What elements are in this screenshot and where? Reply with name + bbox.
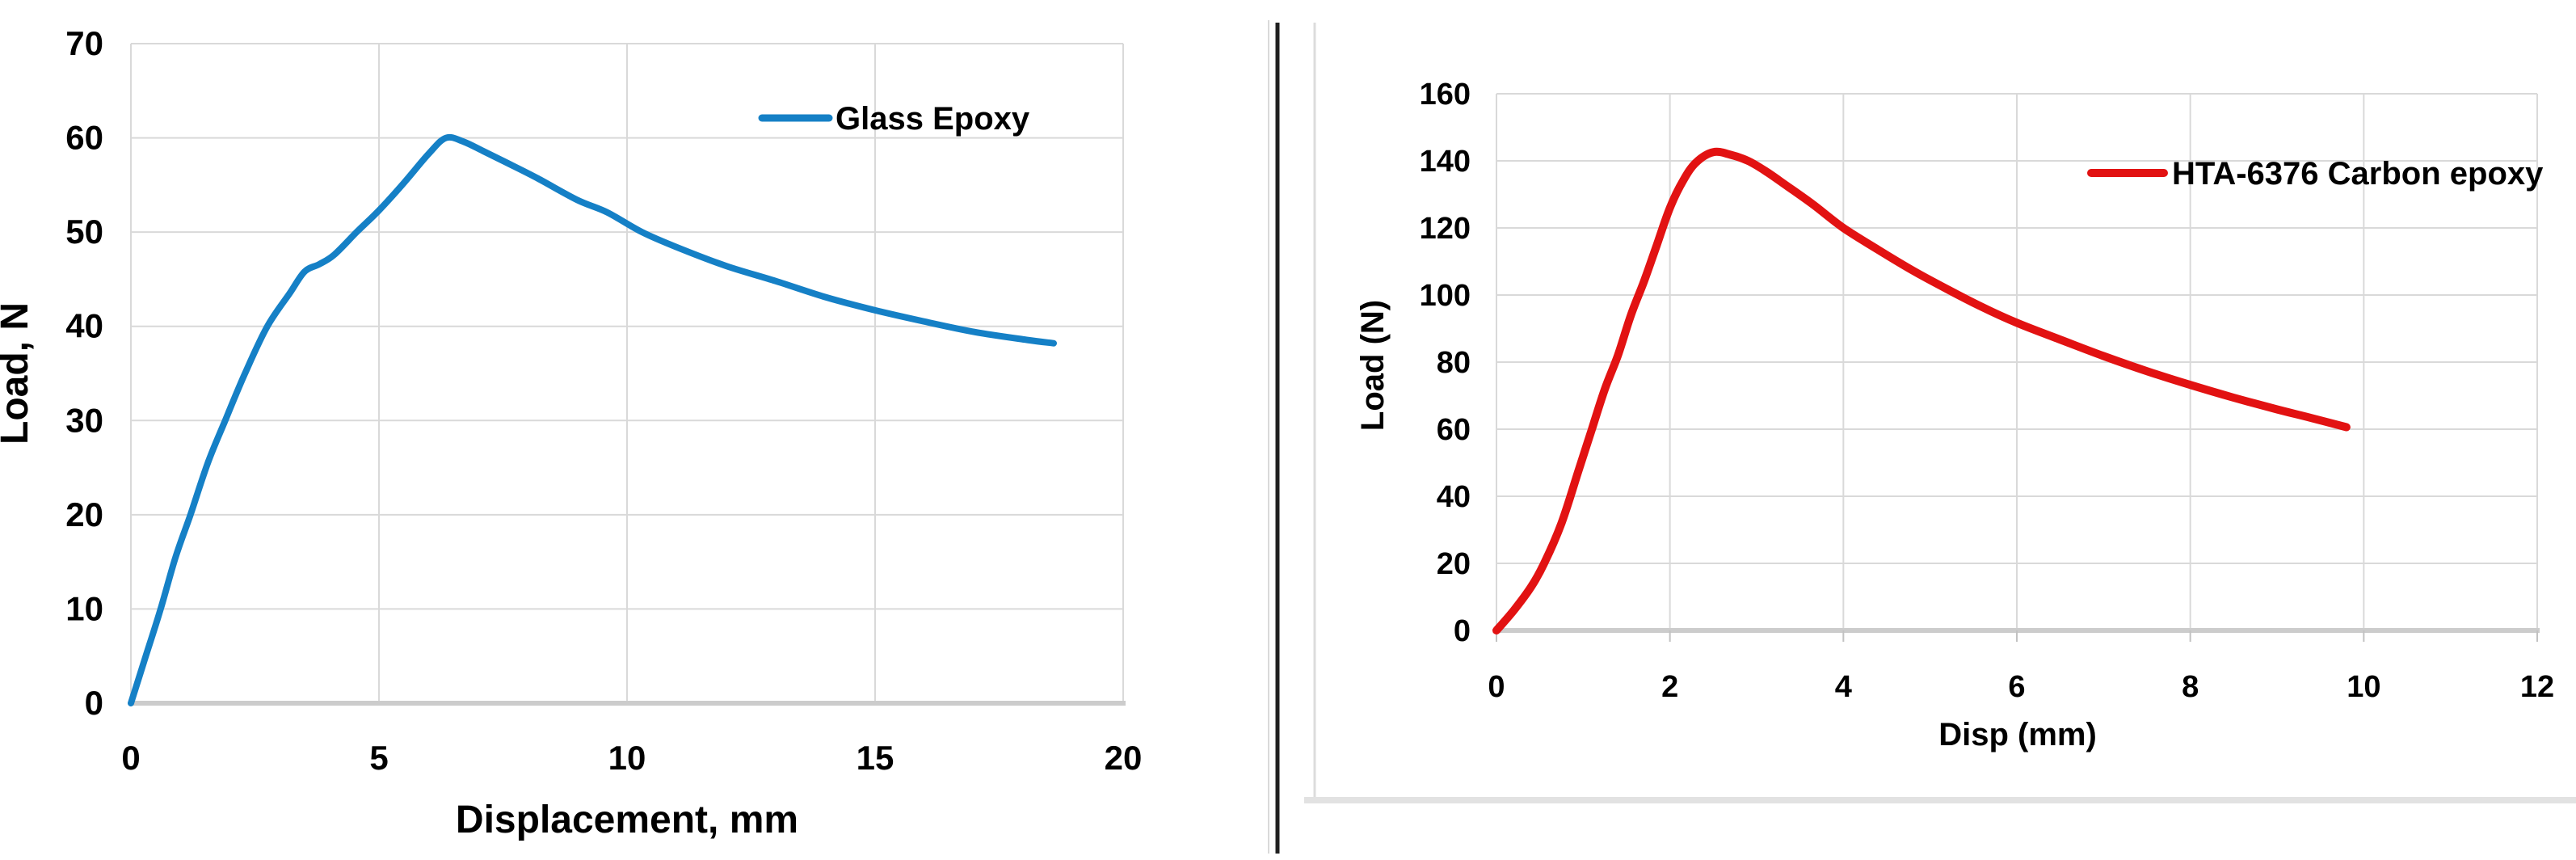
y-tick-label: 80 [1437,346,1471,380]
right-x-axis-title: Disp (mm) [1938,717,2097,752]
left-y-axis-title: Load, N [0,302,36,445]
y-tick-label: 60 [65,119,103,157]
x-tick-label: 5 [369,739,388,777]
y-tick-label: 120 [1420,212,1471,246]
y-tick-label: 0 [85,684,103,722]
y-tick-label: 160 [1420,78,1471,112]
y-tick-label: 100 [1420,279,1471,313]
glass-epoxy-chart: 0 10 20 30 40 50 60 70 0 5 10 15 20 [65,24,1142,777]
right-y-axis-title: Load (N) [1355,300,1391,431]
glass-epoxy-legend-label: Glass Epoxy [836,101,1030,137]
glass-epoxy-legend: Glass Epoxy [758,101,1030,137]
x-tick-label: 15 [857,739,894,777]
y-tick-label: 140 [1420,145,1471,179]
y-tick-label: 40 [65,307,103,345]
x-tick-label: 10 [608,739,646,777]
y-tick-label: 10 [65,589,103,627]
carbon-epoxy-legend-label: HTA-6376 Carbon epoxy [2172,156,2544,192]
y-tick-label: 60 [1437,413,1471,447]
y-tick-label: 0 [1454,614,1471,648]
x-tick-label: 12 [2520,670,2554,704]
x-tick-label: 20 [1105,739,1143,777]
x-tick-label: 2 [1661,670,1678,704]
y-tick-label: 40 [1437,480,1471,514]
series-curve [1492,147,2351,634]
x-tick-label: 10 [2347,670,2380,704]
carbon-epoxy-chart: 0 20 40 60 80 100 120 140 160 0 2 4 6 8 10 12 [1420,78,2555,704]
left-x-axis-title: Displacement, mm [456,799,798,841]
x-tick-label: 0 [1488,670,1505,704]
x-tick-label: 4 [1835,670,1852,704]
y-tick-label: 30 [65,401,103,439]
y-tick-label: 50 [65,213,103,251]
x-tick-label: 8 [2182,670,2199,704]
y-tick-label: 70 [65,24,103,62]
series-curve [128,133,1057,706]
y-tick-label: 20 [65,495,103,533]
x-tick-label: 6 [2008,670,2025,704]
carbon-epoxy-legend: HTA-6376 Carbon epoxy [2087,156,2544,192]
x-tick-label: 0 [121,739,140,777]
y-tick-label: 20 [1437,547,1471,581]
